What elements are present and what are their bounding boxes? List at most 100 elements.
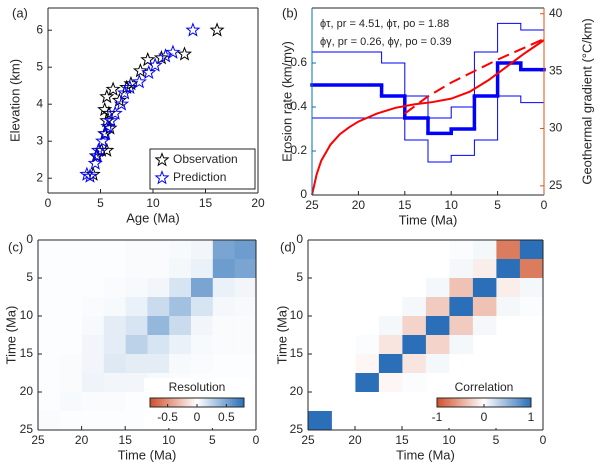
heatmap-cell — [519, 259, 544, 279]
colorbar-swatch — [516, 398, 520, 407]
colorbar-swatch — [168, 398, 172, 407]
colorbar-swatch — [192, 398, 195, 407]
heatmap-cell — [81, 373, 104, 393]
heatmap-cell — [125, 278, 148, 298]
panel-label: (c) — [8, 239, 23, 254]
x-tick-label: 0 — [253, 433, 260, 447]
colorbar-swatch — [507, 398, 511, 407]
heatmap-cell — [168, 297, 191, 317]
heatmap-cell — [331, 278, 356, 298]
heatmap-cell — [402, 259, 426, 279]
colorbar-tick-label: 1 — [528, 410, 535, 424]
colorbar-swatch — [150, 398, 153, 407]
heatmap-cell — [59, 316, 82, 336]
heatmap-cell — [308, 297, 332, 317]
heatmap-cell — [308, 240, 332, 260]
star-marker — [153, 50, 169, 65]
heatmap-cell — [331, 373, 356, 393]
heatmap-cell — [168, 278, 191, 298]
colorbar-swatch — [521, 398, 525, 407]
colorbar-tick-label: 0 — [481, 410, 488, 424]
y2-tick-label: 40 — [549, 6, 563, 20]
heatmap-cell — [125, 335, 148, 355]
heatmap-cell — [449, 335, 473, 355]
star-marker — [147, 57, 163, 72]
colorbar-swatch — [239, 398, 242, 407]
heatmap-cell — [147, 354, 170, 374]
heatmap-cell — [402, 278, 426, 298]
x-tick-label: 0 — [540, 433, 547, 447]
colorbar-swatch — [453, 398, 457, 407]
heatmap-cell — [308, 335, 332, 355]
colorbar-swatch — [448, 398, 452, 407]
star-marker — [132, 62, 148, 78]
star-marker — [122, 79, 138, 94]
heatmap-cell — [472, 354, 497, 374]
heatmap-cell — [59, 411, 82, 431]
heatmap-cell — [59, 297, 82, 317]
heatmap-cell — [212, 354, 235, 374]
y-tick-label: 5 — [36, 59, 43, 73]
colorbar-swatch — [194, 398, 198, 407]
colorbar-swatch — [232, 398, 235, 407]
x-axis-label: Age (Ma) — [126, 210, 179, 225]
heatmap-cell — [190, 335, 213, 355]
star-marker — [117, 85, 133, 100]
heatmap-cell — [308, 259, 332, 279]
colorbar-swatch — [469, 398, 473, 407]
x-tick-label: 20 — [352, 198, 366, 212]
colorbar-swatch — [441, 398, 445, 407]
star-marker — [103, 112, 119, 128]
y-axis-label: Time (Ma) — [3, 306, 18, 365]
colorbar-tick-label: -0.5 — [157, 410, 178, 424]
heatmap-cell — [103, 392, 126, 412]
x-axis-label: Time (Ma) — [399, 212, 458, 227]
heatmap-cell — [234, 240, 257, 260]
heatmap-cell — [147, 335, 170, 355]
y-tick-label: 0 — [296, 232, 303, 246]
x-tick-label: 25 — [305, 198, 319, 212]
y-tick-label: 20 — [20, 384, 34, 398]
heatmap-cell — [378, 411, 403, 431]
heatmap-cell — [38, 392, 61, 412]
colorbar-swatch — [241, 398, 245, 407]
heatmap-cell — [125, 240, 148, 260]
heatmap-cell — [168, 240, 191, 260]
heatmap-cell — [38, 278, 61, 298]
heatmap-cell — [234, 259, 257, 279]
heatmap-cell — [168, 354, 191, 374]
colorbar-swatch — [152, 398, 155, 407]
heatmap-cell — [425, 316, 450, 336]
colorbar-swatch — [208, 398, 212, 407]
legend-label: Observation — [173, 152, 238, 166]
heatmap-cell — [212, 316, 235, 336]
colorbar-swatch — [211, 398, 214, 407]
heatmap-cell — [449, 259, 473, 279]
colorbar-swatch — [460, 398, 464, 407]
heatmap-cell — [331, 392, 356, 412]
y2-tick-label: 30 — [549, 121, 563, 135]
star-marker — [95, 133, 111, 148]
heatmap-cell — [38, 316, 61, 336]
x-axis-label: Time (Ma) — [118, 447, 177, 462]
star-marker — [158, 48, 174, 63]
heatmap-cell — [378, 297, 403, 317]
colorbar-swatch — [220, 398, 224, 407]
heatmap-cell — [212, 297, 235, 317]
heatmap-cell — [519, 316, 544, 336]
colorbar-label: Resolution — [169, 380, 226, 394]
heatmap-cell — [147, 278, 170, 298]
gradient-line — [404, 38, 545, 115]
heatmap-cell — [331, 316, 356, 336]
heatmap-cell — [425, 240, 450, 260]
y2-axis-label: Geothermal gradient (°C/km) — [579, 18, 594, 184]
heatmap-cell — [402, 392, 426, 412]
x-tick-label: 10 — [442, 433, 456, 447]
colorbar-swatch — [523, 398, 527, 407]
y-tick-label: 10 — [20, 308, 34, 322]
heatmap-cell — [234, 354, 257, 374]
heatmap-cell — [103, 259, 126, 279]
colorbar-swatch — [484, 398, 487, 407]
legend-box — [149, 148, 256, 190]
heatmap-cell — [378, 392, 403, 412]
